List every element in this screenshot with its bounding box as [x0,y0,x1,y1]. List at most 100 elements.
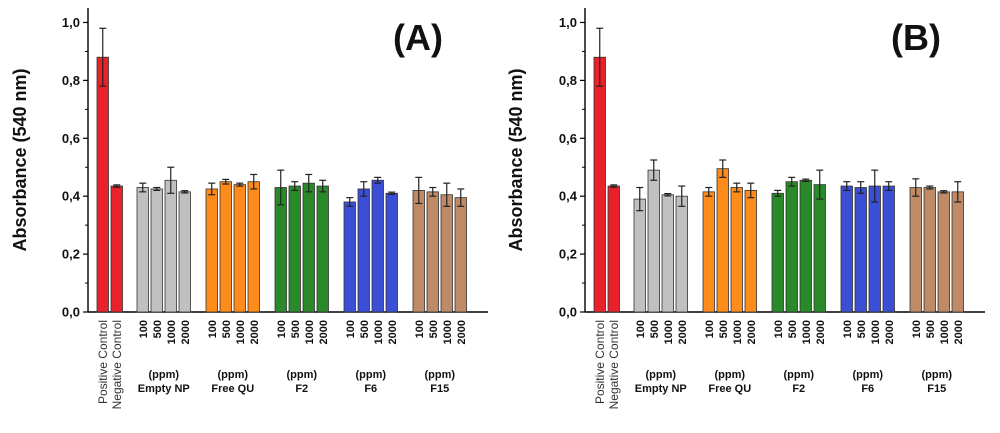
concentration-tick-label: 500 [152,320,164,338]
group-bar [247,181,260,313]
group-unit-label: (ppm) [424,369,455,381]
concentration-tick-label: 2000 [249,320,261,344]
group-bar [136,187,149,313]
group-bar [357,188,370,313]
control-bar [593,56,606,313]
group-unit-label: (ppm) [217,369,248,381]
control-label: Positive Control [96,320,110,404]
group-bar [302,182,315,313]
concentration-tick-label: 2000 [456,320,468,344]
y-tick-label: 0,8 [559,73,577,88]
group-name-label: Free QU [211,383,254,395]
group-bar [868,185,881,313]
concentration-tick-label: 100 [138,320,150,338]
concentration-tick-label: 100 [842,320,854,338]
group-name-label: F6 [861,383,874,395]
y-tick-label: 0,8 [62,73,80,88]
group-bar [854,187,867,313]
concentration-tick-label: 100 [635,320,647,338]
concentration-tick-label: 2000 [318,320,330,344]
concentration-tick-label: 500 [787,320,799,338]
group-unit-label: (ppm) [714,369,745,381]
concentration-tick-label: 100 [414,320,426,338]
group-bar [440,194,453,313]
concentration-tick-label: 2000 [953,320,965,344]
y-axis-title: Absorbance (540 nm) [506,68,526,251]
concentration-tick-label: 1000 [663,320,675,344]
group-unit-label: (ppm) [783,369,814,381]
concentration-tick-label: 2000 [746,320,758,344]
group-name-label: Free QU [708,383,751,395]
group-bar [785,181,798,313]
group-bar [771,192,784,313]
concentration-tick-label: 100 [207,320,219,338]
y-tick-label: 1,0 [62,15,80,30]
concentration-tick-label: 500 [718,320,730,338]
group-bar [882,185,895,313]
group-name-label: F6 [364,383,377,395]
y-tick-label: 0,2 [62,247,80,262]
group-unit-label: (ppm) [852,369,883,381]
y-tick-label: 0,2 [559,247,577,262]
concentration-tick-label: 2000 [815,320,827,344]
group-bar [937,191,950,313]
group-bar [316,185,329,313]
group-name-label: Empty NP [635,383,687,395]
group-bar [633,198,646,313]
group-name-label: Empty NP [138,383,190,395]
concentration-tick-label: 100 [911,320,923,338]
group-bar [385,192,398,313]
chart-panel-2: 0,0 0,2 0,4 0,6 0,8 1,0 Absorbance (540 nm) (B)… [506,8,985,409]
group-unit-label: (ppm) [355,369,386,381]
chart-panel-1: 0,0 0,2 0,4 0,6 0,8 1,0 Absorbance (540 nm) (A)… [10,8,488,409]
concentration-tick-label: 1000 [166,320,178,344]
group-unit-label: (ppm) [645,369,676,381]
group-bar [716,168,729,313]
group-bar [426,191,439,313]
group-bar [454,197,467,313]
concentration-tick-label: 100 [704,320,716,338]
concentration-tick-label: 1000 [870,320,882,344]
concentration-tick-label: 2000 [180,320,192,344]
group-unit-label: (ppm) [286,369,317,381]
control-label: Positive Control [593,320,607,404]
group-bar [150,188,163,313]
concentration-tick-label: 500 [221,320,233,338]
concentration-tick-label: 2000 [884,320,896,344]
group-unit-label: (ppm) [921,369,952,381]
group-bar [178,191,191,313]
concentration-tick-label: 1000 [373,320,385,344]
y-axis-title: Absorbance (540 nm) [10,68,30,251]
group-bar [288,185,301,313]
y-tick-label: 0,0 [559,305,577,320]
y-tick-label: 0,0 [62,305,80,320]
group-bar [219,181,232,313]
group-bar [951,191,964,313]
y-tick-label: 0,6 [62,131,80,146]
group-name-label: F15 [430,383,449,395]
group-bar [205,188,218,313]
concentration-tick-label: 500 [925,320,937,338]
y-tick-label: 0,4 [62,189,81,204]
control-bar [96,56,109,313]
concentration-tick-label: 500 [856,320,868,338]
panel-tag: (A) [393,17,443,58]
control-bar [110,185,123,313]
group-bar [799,179,812,313]
group-bar [744,189,757,313]
group-name-label: F2 [792,383,805,395]
group-bar [371,179,384,313]
concentration-tick-label: 1000 [442,320,454,344]
group-bar [343,201,356,313]
group-name-label: F2 [295,383,308,395]
concentration-tick-label: 500 [290,320,302,338]
group-bar [164,179,177,313]
concentration-tick-label: 2000 [387,320,399,344]
concentration-tick-label: 1000 [801,320,813,344]
group-bar [647,169,660,313]
concentration-tick-label: 500 [649,320,661,338]
y-tick-label: 0,6 [559,131,577,146]
control-label: Negative Control [110,320,124,409]
concentration-tick-label: 100 [773,320,785,338]
